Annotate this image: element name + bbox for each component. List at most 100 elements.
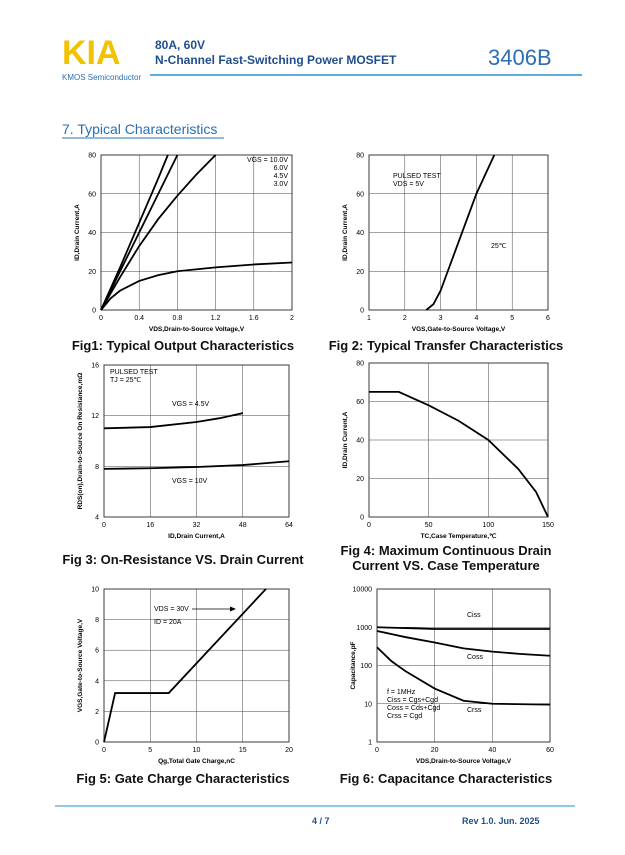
figure-caption: Fig 3: On-Resistance VS. Drain Current [62,552,304,567]
y-tick-label: 10000 [353,587,373,594]
x-tick-label: 3 [439,315,443,322]
x-tick-label: 15 [239,747,247,754]
y-tick-label: 4 [95,678,99,685]
revision: Rev 1.0. Jun. 2025 [462,816,540,826]
x-tick-label: 0 [375,747,379,754]
x-tick-label: 4 [474,315,478,322]
x-tick-label: 10 [193,747,201,754]
x-tick-label: 100 [482,522,494,529]
data-line [100,261,293,311]
annotation: f = 1MHz [387,689,416,696]
y-tick-label: 1000 [356,625,372,632]
y-tick-label: 20 [356,476,364,483]
y-tick-label: 1 [368,740,372,747]
series-label: 4.5V [274,173,289,180]
data-line [376,630,551,657]
y-axis-label: VGS,Gate-to-Source Voltage,V [77,618,84,712]
series-label: Coss [467,654,483,661]
y-tick-label: 0 [360,515,364,522]
x-tick-label: 0.8 [173,315,183,322]
y-tick-label: 80 [88,153,96,160]
y-tick-label: 40 [356,438,364,445]
x-tick-label: 20 [431,747,439,754]
annotation: VDS = 5V [393,181,424,188]
y-tick-label: 20 [356,269,364,276]
x-tick-label: 32 [193,522,201,529]
x-tick-label: 1 [367,315,371,322]
figure-caption: Fig 6: Capacitance Characteristics [339,771,553,786]
data-line [103,412,243,430]
description: N-Channel Fast-Switching Power MOSFET [155,53,397,67]
x-axis-label: ID,Drain Current,A [168,533,225,540]
x-tick-label: 6 [546,315,550,322]
figure-caption: Fig 5: Gate Charge Characteristics [76,771,290,786]
y-tick-label: 4 [95,515,99,522]
figure-caption: Fig1: Typical Output Characteristics [71,338,295,353]
x-tick-label: 64 [285,522,293,529]
x-tick-label: 5 [510,315,514,322]
series-label: Ciss [467,612,481,619]
series-label: 3.0V [274,181,289,188]
figure-caption: Fig 4: Maximum Continuous Drain Current … [340,543,552,573]
x-tick-label: 0 [102,522,106,529]
x-tick-label: 60 [546,747,554,754]
x-tick-label: 16 [146,522,154,529]
y-tick-label: 8 [95,617,99,624]
annotation: Crss = Cgd [387,713,422,720]
data-line [103,460,290,470]
logo: KIA [62,34,121,72]
y-tick-label: 40 [356,230,364,237]
y-tick-label: 16 [91,363,99,370]
y-tick-label: 80 [356,153,364,160]
y-tick-label: 10 [91,587,99,594]
x-tick-label: 48 [239,522,247,529]
annotation: ID = 20A [154,619,182,626]
x-tick-label: 2 [403,315,407,322]
y-axis-label: ID,Drain Current,A [74,204,81,261]
annotation: PULSED TEST [393,173,441,180]
x-tick-label: 0 [99,315,103,322]
data-line [100,154,179,311]
x-axis-label: TC,Case Temperature,℃ [421,532,498,540]
x-axis-label: Qg,Total Gate Charge,nC [158,758,235,765]
rating: 80A, 60V [155,38,205,52]
series-label: 6.0V [274,165,289,172]
y-tick-label: 60 [88,191,96,198]
data-line [100,154,217,311]
x-axis-label: VGS,Gate-to-Source Voltage,V [412,326,506,333]
y-tick-label: 6 [95,648,99,655]
x-tick-label: 40 [488,747,496,754]
y-axis-label: RDS(on),Drain-to-Source On Resistance,mΩ [77,373,84,510]
y-tick-label: 100 [360,663,372,670]
y-tick-label: 0 [95,740,99,747]
company: KMOS Semiconductor [62,73,141,82]
annotation: PULSED TEST [110,369,158,376]
y-tick-label: 8 [95,464,99,471]
y-axis-label: ID,Drain Current,A [342,204,349,261]
x-tick-label: 0.4 [134,315,144,322]
data-line [369,390,549,518]
figure-caption: Fig 2: Typical Transfer Characteristics [328,338,564,353]
x-tick-label: 0 [367,522,371,529]
annotation: Ciss = Cgs+Cgd [387,697,438,704]
y-tick-label: 40 [88,230,96,237]
series-label: VGS = 10.0V [247,157,288,164]
x-tick-label: 20 [285,747,293,754]
x-tick-label: 1.2 [211,315,221,322]
x-tick-label: 0 [102,747,106,754]
series-label: VGS = 4.5V [172,401,209,408]
data-line [103,588,267,743]
series-label: VGS = 10V [172,478,208,485]
part-number: 3406B [488,45,552,70]
arrow-head [230,606,236,612]
section-title: 7. Typical Characteristics [62,121,217,137]
y-tick-label: 60 [356,399,364,406]
data-line [376,626,550,630]
x-axis-label: VDS,Drain-to-Source Voltage,V [416,758,512,765]
annotation: Coss = Cds+Cgd [387,705,440,712]
y-tick-label: 2 [95,709,99,716]
x-tick-label: 5 [148,747,152,754]
data-line [376,646,551,706]
data-line [100,154,169,311]
